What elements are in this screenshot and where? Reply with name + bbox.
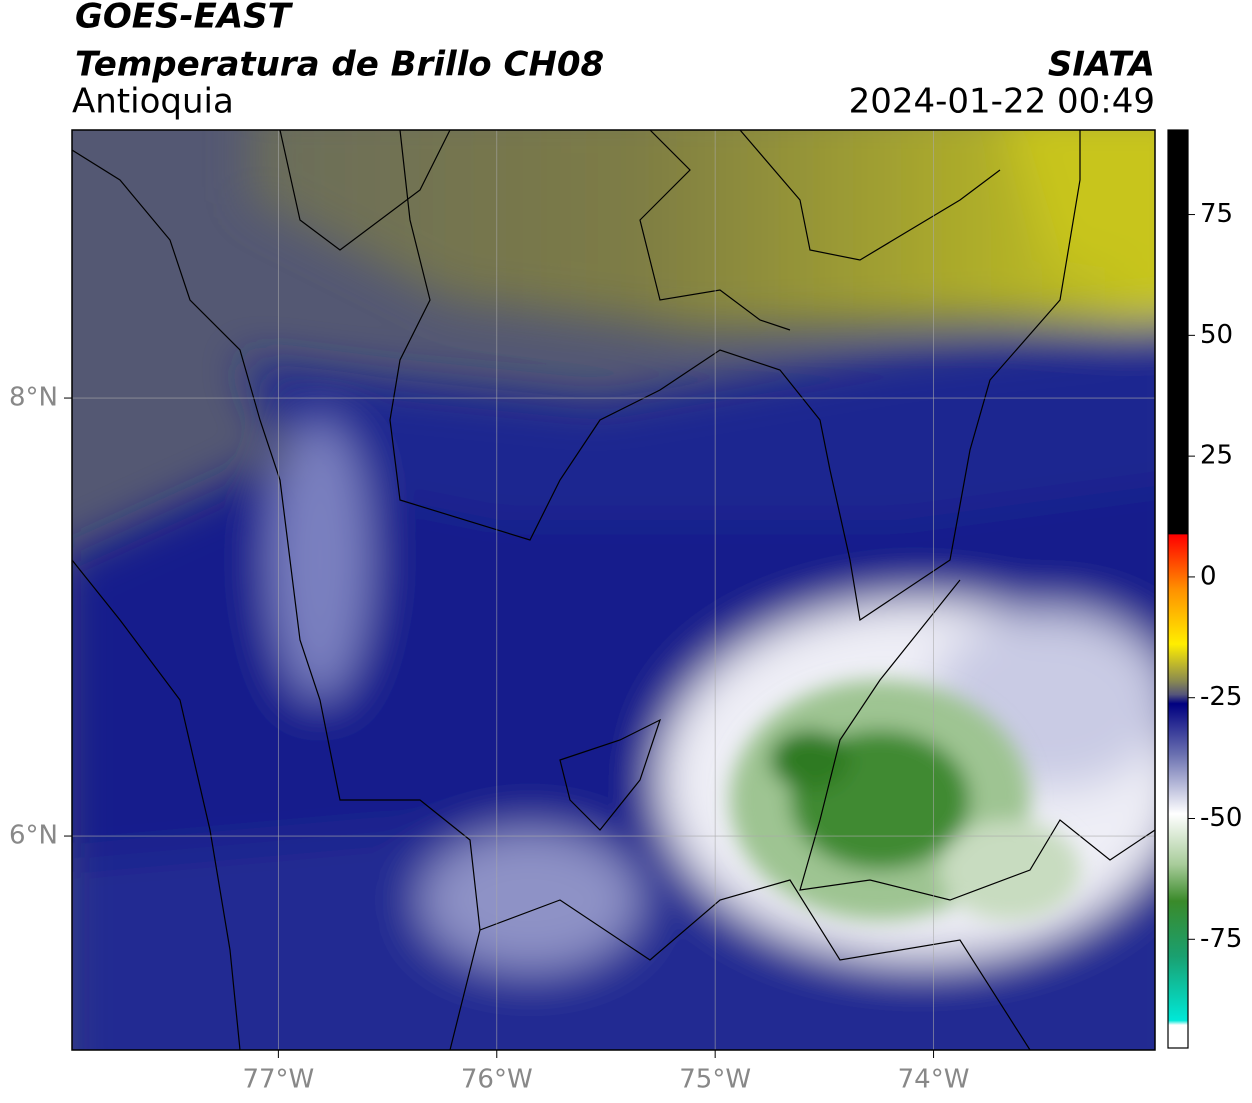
colorbar [1167,129,1189,1049]
x-tick-label: 77°W [242,1065,314,1095]
colorbar-tick-label: 75 [1200,199,1233,229]
y-tick-label: 6°N [9,821,58,851]
region-label: Antioquia [72,82,234,122]
colorbar-tick-label: -50 [1200,803,1242,833]
borders [72,130,1155,1050]
colorbar-tick-label: 0 [1200,561,1217,591]
x-tick-label: 76°W [461,1065,533,1095]
satellite-image [72,130,1155,1050]
product-title: Temperatura de Brillo CH08 [75,45,604,85]
satellite-title: GOES-EAST [75,0,294,37]
y-tick-label: 8°N [9,383,58,413]
x-tick-label: 75°W [679,1065,751,1095]
map-frame [71,129,1156,1051]
colorbar-tick-label: -25 [1200,682,1242,712]
grid [72,130,1155,1050]
agency-label: SIATA [1048,45,1155,85]
colorbar-tick-label: -75 [1200,924,1242,954]
datetime-label: 2024-01-22 00:49 [849,82,1155,122]
x-tick-label: 74°W [898,1065,970,1095]
colorbar-tick-label: 50 [1200,320,1233,350]
colorbar-tick-label: 25 [1200,441,1233,471]
